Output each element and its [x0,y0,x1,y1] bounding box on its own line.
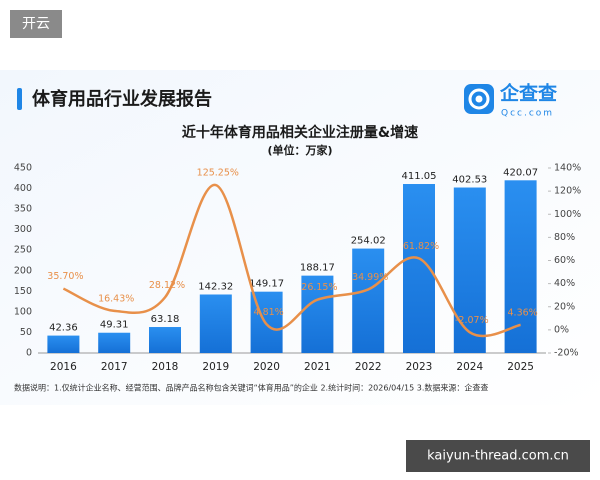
line-value-label: 35.70% [47,271,83,282]
bar-value-label: 420.07 [503,167,538,178]
bar-value-label: 42.36 [49,323,78,334]
footnote: 数据说明：1.仅统计企业名称、经营范围、品牌产品名称包含关键词“体育用品”的企业… [14,383,488,393]
badge: 开云 [22,16,50,32]
watermark: kaiyun-thread.com.cn [427,449,569,464]
x-tick-label: 2019 [202,361,229,373]
watermark-bg [406,440,590,472]
y2-tick-label: 100% [554,209,581,220]
bar-value-label: 49.31 [100,320,129,331]
bar [149,327,181,353]
y2-tick-label: 140% [554,163,581,174]
bar [453,187,486,353]
bar [47,335,80,353]
y-tick-label: 100 [14,306,32,317]
bar [301,275,334,353]
line-value-label: 28.12% [149,280,185,291]
y-tick-label: 250 [14,245,32,256]
y2-tick-label: 0% [554,324,569,335]
y-tick-label: 0 [26,348,32,359]
logo-icon-dot [475,95,483,103]
bar-value-label: 254.02 [351,236,386,247]
x-tick-label: 2021 [304,361,331,373]
bar-value-label: 188.17 [300,263,335,274]
line-value-label: 61.82% [403,241,439,252]
x-tick-label: 2022 [355,361,382,373]
bar [199,294,232,353]
badge-bg [10,10,62,38]
y-tick-label: 150 [14,286,32,297]
y2-tick-label: 80% [554,232,575,243]
line [62,183,521,338]
bar [504,180,537,353]
bar-value-label: 402.53 [452,175,487,186]
x-tick-label: 2016 [50,361,77,373]
y2-tick-label: 40% [554,278,575,289]
title-accent [17,88,22,110]
x-tick-label: 2020 [253,361,280,373]
chart-subtitle: (单位：万家) [267,143,332,157]
line-value-label: 34.99% [352,272,388,283]
line-value-label: 4.36% [508,307,538,318]
bar [352,248,385,353]
bar-value-label: 149.17 [249,279,284,290]
line-value-label: 16.43% [98,293,134,304]
chart-title: 近十年体育用品相关企业注册量&增速 [182,124,418,141]
y2-tick-label: 20% [554,301,575,312]
y-tick-label: 400 [14,183,32,194]
logo-url: Qcc.com [501,109,554,119]
y2-tick-label: 120% [554,186,581,197]
x-tick-label: 2023 [406,361,433,373]
x-tick-label: 2017 [101,361,128,373]
x-tick-label: 2024 [456,361,483,373]
bar-value-label: 411.05 [402,171,437,182]
line-value-label: -2.07% [455,315,489,326]
bar [98,332,131,353]
y2-tick-label: -20% [554,348,579,359]
x-tick-label: 2025 [507,361,534,373]
y-tick-label: 200 [14,265,32,276]
logo-icon-ring [468,88,490,110]
y-tick-label: 300 [14,224,32,235]
line-value-label: 125.25% [197,168,239,179]
x-tick-label: 2018 [152,361,179,373]
y-tick-label: 350 [14,204,32,215]
bar-value-label: 63.18 [151,314,180,325]
logo-text: 企查查 [499,82,558,105]
y-tick-label: 50 [20,327,32,338]
line-value-label: 4.81% [254,307,284,318]
y-tick-label: 450 [14,163,32,174]
report-title: 体育用品行业发展报告 [32,88,212,110]
y2-tick-label: 60% [554,255,575,266]
bar-value-label: 142.32 [198,281,233,292]
line-value-label: 26.15% [301,282,337,293]
